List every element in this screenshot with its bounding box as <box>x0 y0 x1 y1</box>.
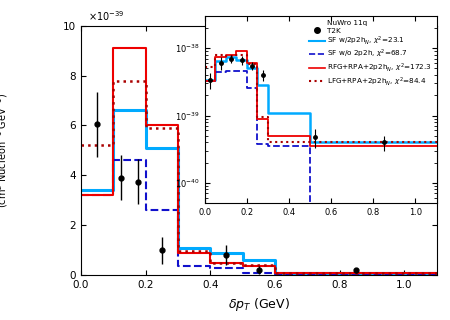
Legend: NuWro 11q, T2K, SF w/2p2h$_N$, $\chi^2$=23.1, SF w/o 2p2h, $\chi^2$=68.7, RFG+RP: NuWro 11q, T2K, SF w/2p2h$_N$, $\chi^2$=… <box>308 20 433 88</box>
Text: $\times10^{-39}$: $\times10^{-39}$ <box>88 9 125 23</box>
X-axis label: $\delta p_T$ (GeV): $\delta p_T$ (GeV) <box>228 296 290 313</box>
Y-axis label: $\frac{d\sigma}{d\delta p_T}$
(cm$^2$ Nucleon$^{-1}$ GeV$^{-1}$): $\frac{d\sigma}{d\delta p_T}$ (cm$^2$ Nu… <box>0 93 10 208</box>
